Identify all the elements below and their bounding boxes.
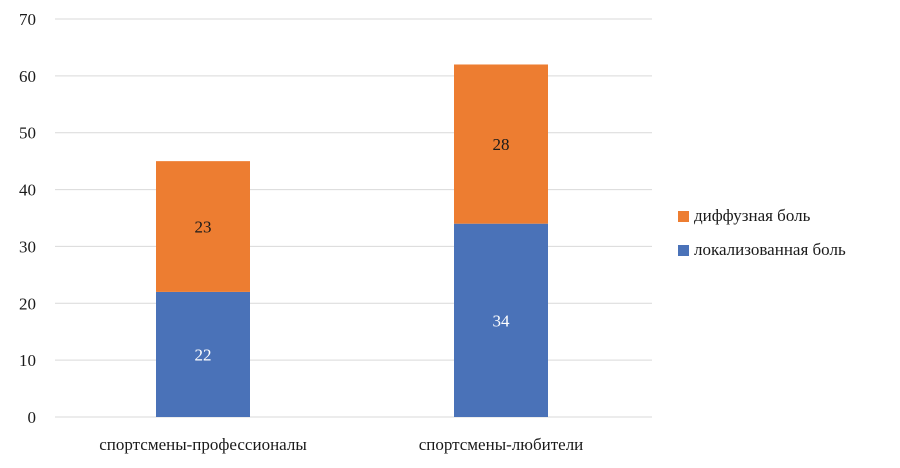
y-tick-label-0: 0 bbox=[28, 408, 37, 427]
data-label-localized-0: 22 bbox=[195, 345, 212, 364]
x-axis-categories: спортсмены-профессионалы спортсмены-любит… bbox=[99, 435, 583, 454]
legend-swatch-localized bbox=[678, 245, 689, 256]
y-tick-label-70: 70 bbox=[19, 10, 36, 29]
legend-label-diffuse: диффузная боль bbox=[694, 206, 811, 225]
bar-segment-diffuse-1 bbox=[454, 64, 548, 224]
y-tick-label-60: 60 bbox=[19, 67, 36, 86]
bars bbox=[156, 64, 548, 417]
y-tick-label-30: 30 bbox=[19, 237, 36, 256]
legend-swatch-diffuse bbox=[678, 211, 689, 222]
bar-segment-localized-0 bbox=[156, 291, 250, 417]
bar-segment-localized-1 bbox=[454, 223, 548, 417]
data-label-diffuse-1: 28 bbox=[493, 135, 510, 154]
x-category-label-0: спортсмены-профессионалы bbox=[99, 435, 307, 454]
gridlines bbox=[55, 18, 652, 418]
data-labels: 22 23 34 28 bbox=[195, 135, 511, 364]
data-label-localized-1: 34 bbox=[493, 311, 511, 330]
y-tick-label-40: 40 bbox=[19, 181, 36, 200]
y-tick-label-10: 10 bbox=[19, 351, 36, 370]
y-tick-label-20: 20 bbox=[19, 294, 36, 313]
bar-segment-diffuse-0 bbox=[156, 161, 250, 292]
y-axis-ticks: 0 10 20 30 40 50 60 70 bbox=[19, 10, 36, 427]
y-tick-label-50: 50 bbox=[19, 124, 36, 143]
legend-label-localized: локализованная боль bbox=[694, 240, 846, 259]
legend: диффузная боль локализованная боль bbox=[678, 206, 846, 259]
data-label-diffuse-0: 23 bbox=[195, 218, 212, 237]
x-category-label-1: спортсмены-любители bbox=[419, 435, 584, 454]
